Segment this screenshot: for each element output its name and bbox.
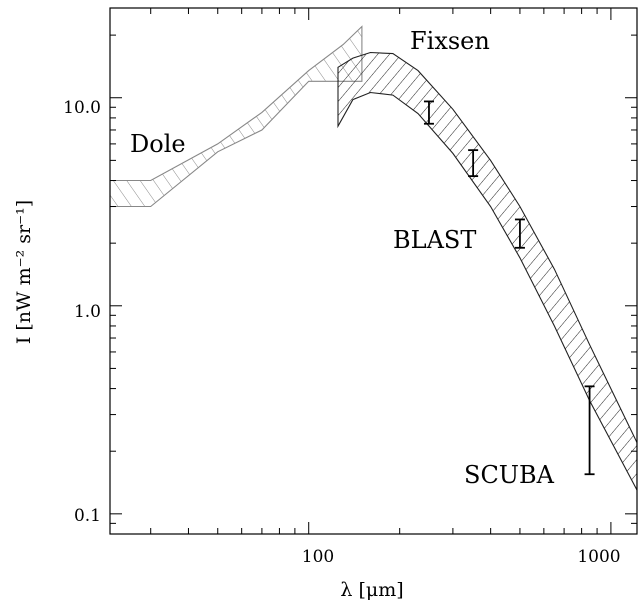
annotation-scuba: SCUBA — [464, 461, 555, 489]
errorbar-blast-2 — [514, 218, 525, 249]
plot-frame — [109, 7, 638, 535]
errorbar-blast-1 — [468, 149, 479, 178]
band-fixsen — [337, 51, 637, 491]
x-tick-labels: 100 1000 — [302, 547, 621, 567]
y-tick-labels: 0.1 1.0 10.0 — [63, 98, 101, 526]
band-dole — [110, 25, 363, 208]
annotation-fixsen: Fixsen — [410, 27, 490, 55]
y-tick-label-1: 1.0 — [74, 302, 101, 322]
annotation-blast: BLAST — [393, 226, 476, 254]
y-tick-label-0: 0.1 — [74, 506, 101, 526]
plot-area — [110, 25, 637, 491]
errorbar-scuba-0 — [584, 385, 595, 476]
x-tick-label-0: 100 — [302, 547, 334, 567]
errorbar-blast-0 — [423, 100, 434, 125]
x-axis-label: λ [μm] — [340, 579, 403, 601]
y-tick-label-2: 10.0 — [63, 98, 101, 118]
x-tick-label-1: 1000 — [577, 547, 620, 567]
axis-ticks — [110, 8, 637, 535]
y-axis-label: I [nW m⁻² sr⁻¹] — [13, 200, 35, 344]
annotation-dole: Dole — [130, 130, 186, 158]
